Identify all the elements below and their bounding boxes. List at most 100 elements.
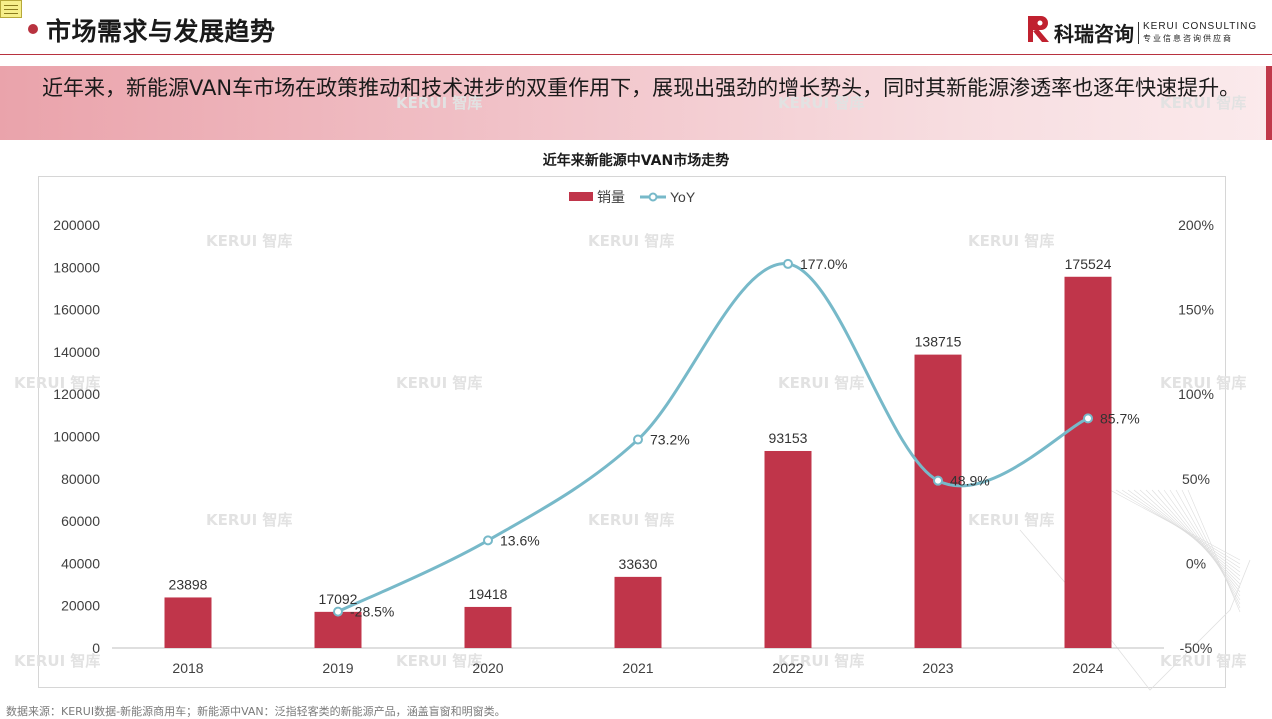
- decor-line: [1133, 489, 1241, 577]
- bar-value-label: 17092: [319, 591, 358, 607]
- y-right-tick-label: 200%: [1178, 217, 1214, 233]
- yoy-line-path: [337, 262, 1089, 613]
- bar-value-label: 19418: [469, 586, 508, 602]
- bar-2018: [164, 597, 212, 648]
- decor-line: [1151, 489, 1241, 589]
- watermark-text: KERUI 智库: [968, 232, 1054, 250]
- kerui-logo-icon: [1028, 16, 1049, 42]
- watermark-text: KERUI 智库: [968, 511, 1054, 529]
- watermark-text: KERUI 智库: [206, 511, 292, 529]
- logo-divider: [1138, 22, 1139, 44]
- banner-edge-accent: [1266, 66, 1272, 140]
- bar-value-label: 23898: [169, 576, 208, 592]
- yoy-value-label: 73.2%: [650, 432, 690, 448]
- yoy-point-2019: [333, 606, 343, 617]
- decor-line: [1019, 529, 1251, 691]
- watermark-text: KERUI 智库: [1160, 94, 1246, 112]
- legend: 销量 YoY: [569, 189, 696, 206]
- y-left-tick-label: 100000: [53, 429, 100, 445]
- logo-name-en: KERUI CONSULTING: [1143, 21, 1258, 32]
- legend-line-marker: [648, 192, 658, 202]
- yoy-point-2020: [483, 535, 493, 546]
- y-left-tick-label: 0: [92, 640, 100, 656]
- yoy-value-label: -28.5%: [350, 604, 394, 620]
- watermark-text: KERUI 智库: [778, 94, 864, 112]
- axes: 0 20000 40000 60000 80000 100000 120000 140000 1…: [53, 217, 1214, 676]
- yoy-value-label: 48.9%: [950, 473, 990, 489]
- bar-value-label: 93153: [769, 430, 808, 446]
- yoy-point-2021: [633, 434, 643, 445]
- note-icon[interactable]: [0, 0, 22, 18]
- decor-line: [1145, 489, 1241, 585]
- y-right-tick-label: 0%: [1186, 555, 1206, 571]
- y-left-tick-label: 60000: [61, 513, 100, 529]
- y-left-tick-label: 200000: [53, 217, 100, 233]
- watermark-text: KERUI 智库: [778, 374, 864, 392]
- watermark-text: KERUI 智库: [778, 652, 864, 670]
- yoy-value-label: 177.0%: [800, 256, 847, 272]
- summary-text: 近年来，新能源VAN车市场在政策推动和技术进步的双重作用下，展现出强劲的增长势头…: [42, 76, 1241, 100]
- y-left-tick-label: 160000: [53, 302, 100, 318]
- decor-line: [1127, 489, 1241, 573]
- bar-value-label: 175524: [1065, 256, 1112, 272]
- watermark-text: KERUI 智库: [396, 94, 482, 112]
- decor-line: [1139, 489, 1241, 581]
- source-footnote: 数据来源：KERUI数据-新能源商用车；新能源中VAN：泛指轻客类的新能源产品，…: [6, 705, 506, 718]
- y-left-tick-label: 40000: [61, 555, 100, 571]
- bars: [164, 276, 1112, 648]
- yoy-line: [333, 258, 1093, 617]
- watermark-text: KERUI 智库: [588, 511, 674, 529]
- y-right-tick-label: 150%: [1178, 302, 1214, 318]
- x-tick-label: 2019: [322, 660, 353, 676]
- title-bullet-icon: [28, 24, 38, 34]
- watermark-text: KERUI 智库: [14, 652, 100, 670]
- x-tick-label: 2018: [172, 660, 203, 676]
- page-title: 市场需求与发展趋势: [46, 17, 276, 46]
- logo-name-cn: 科瑞咨询: [1054, 22, 1134, 46]
- decorative-pattern: [1019, 489, 1251, 691]
- summary-banner: [0, 66, 1272, 140]
- watermark-layer: KERUI 智库 KERUI 智库 KERUI 智库 KERUI 智库 KERUI 智库…: [14, 94, 1246, 670]
- watermark-text: KERUI 智库: [396, 374, 482, 392]
- bar-2021: [614, 576, 662, 648]
- bar-2022: [764, 450, 812, 648]
- logo-tagline: 专业信息咨询供应商: [1143, 34, 1233, 43]
- x-tick-label: 2020: [472, 660, 503, 676]
- decor-line: [1163, 489, 1241, 597]
- bar-value-label: 138715: [915, 334, 962, 350]
- y-left-tick-label: 80000: [61, 471, 100, 487]
- y-left-tick-label: 120000: [53, 386, 100, 402]
- legend-bar-label: 销量: [597, 190, 625, 206]
- watermark-text: KERUI 智库: [206, 232, 292, 250]
- bar-2024: [1064, 276, 1112, 648]
- header-bar: 市场需求与发展趋势 科瑞咨询 KERUI CONSULTING 专业信息咨询供应…: [0, 0, 1272, 55]
- yoy-point-2023: [933, 475, 943, 486]
- watermark-text: KERUI 智库: [588, 232, 674, 250]
- legend-line-label: YoY: [670, 189, 696, 205]
- bar-2019: [314, 611, 362, 648]
- bar-2020: [464, 606, 512, 648]
- decor-line: [1175, 489, 1241, 605]
- watermark-text: KERUI 智库: [396, 652, 482, 670]
- y-left-tick-label: 20000: [61, 598, 100, 614]
- x-tick-label: 2022: [772, 660, 803, 676]
- yoy-value-label: 85.7%: [1100, 410, 1140, 426]
- x-tick-label: 2023: [922, 660, 953, 676]
- watermark-text: KERUI 智库: [1160, 374, 1246, 392]
- y-right-tick-label: 50%: [1182, 471, 1210, 487]
- watermark-text: KERUI 智库: [14, 374, 100, 392]
- y-right-tick-label: -50%: [1180, 640, 1213, 656]
- data-labels: 23898 17092 19418 33630 93153 138715 175524 -28…: [169, 256, 1140, 620]
- x-tick-label: 2024: [1072, 660, 1103, 676]
- y-right-tick-label: 100%: [1178, 386, 1214, 402]
- y-left-tick-label: 180000: [53, 259, 100, 275]
- watermark-text: KERUI 智库: [1160, 652, 1246, 670]
- decor-line: [1187, 489, 1241, 613]
- chart-title: 近年来新能源中VAN市场走势: [542, 153, 730, 169]
- legend-bar-swatch: [569, 192, 593, 201]
- yoy-value-label: 13.6%: [500, 532, 540, 548]
- yoy-point-2024: [1083, 413, 1093, 424]
- x-tick-label: 2021: [622, 660, 653, 676]
- bar-2023: [914, 354, 962, 648]
